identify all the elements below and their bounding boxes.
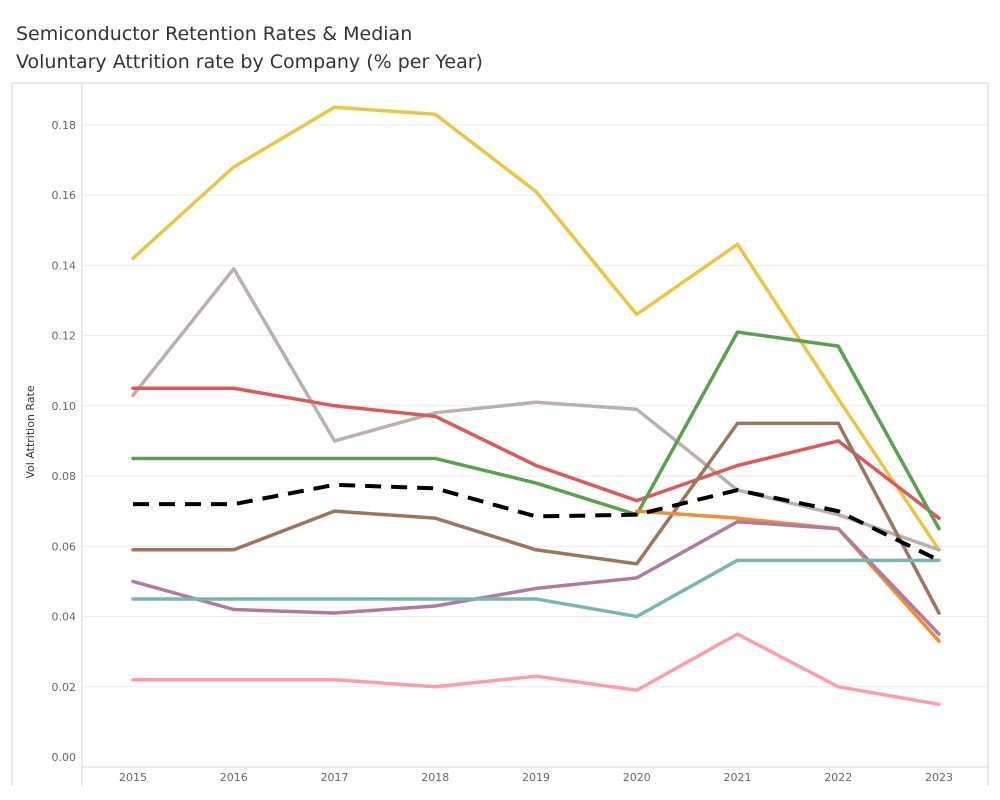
x-tick-2018: 2018 — [421, 771, 449, 784]
axes — [11, 82, 989, 786]
chart-title: Semiconductor Retention Rates & Median — [16, 23, 413, 45]
y-tick-labels: 0.00 0.02 0.04 0.06 0.08 0.10 0.12 0.14 0.16 0.18 — [52, 119, 77, 764]
x-tick-2023: 2023 — [925, 771, 953, 784]
teal-series — [131, 558, 941, 619]
x-tick-2017: 2017 — [321, 771, 349, 784]
y-tick-0.10: 0.10 — [52, 400, 77, 413]
series-lines — [131, 105, 941, 707]
y-tick-0.14: 0.14 — [52, 259, 77, 272]
chart-subtitle: Voluntary Attrition rate by Company (% p… — [16, 51, 483, 73]
y-tick-0.06: 0.06 — [52, 540, 77, 553]
x-tick-2015: 2015 — [119, 771, 147, 784]
orange-series — [635, 509, 941, 643]
green-series — [131, 330, 941, 531]
y-tick-0.12: 0.12 — [52, 330, 77, 343]
x-tick-2020: 2020 — [623, 771, 651, 784]
y-tick-0.16: 0.16 — [52, 189, 77, 202]
y-axis-label: Vol Attrition Rate — [24, 385, 37, 479]
pink-series — [131, 632, 941, 707]
x-tick-2019: 2019 — [522, 771, 550, 784]
gridlines — [82, 124, 988, 688]
y-tick-0.04: 0.04 — [52, 611, 77, 624]
x-tick-labels: 2015 2016 2017 2018 2019 2020 2021 2022 2023 — [119, 771, 953, 784]
y-tick-0.00: 0.00 — [52, 751, 77, 764]
red-series — [131, 386, 941, 520]
purple-series — [131, 519, 941, 636]
chart-title-block: Semiconductor Retention Rates & Median V… — [16, 20, 483, 76]
yellow-series — [131, 105, 941, 552]
y-tick-0.08: 0.08 — [52, 470, 77, 483]
y-tick-0.02: 0.02 — [52, 681, 77, 694]
x-tick-2022: 2022 — [824, 771, 852, 784]
gray-series — [131, 267, 941, 552]
y-tick-0.18: 0.18 — [52, 119, 77, 132]
x-tick-2016: 2016 — [220, 771, 248, 784]
median-series — [133, 482, 940, 563]
x-tick-2021: 2021 — [724, 771, 752, 784]
brown-series — [131, 421, 941, 615]
